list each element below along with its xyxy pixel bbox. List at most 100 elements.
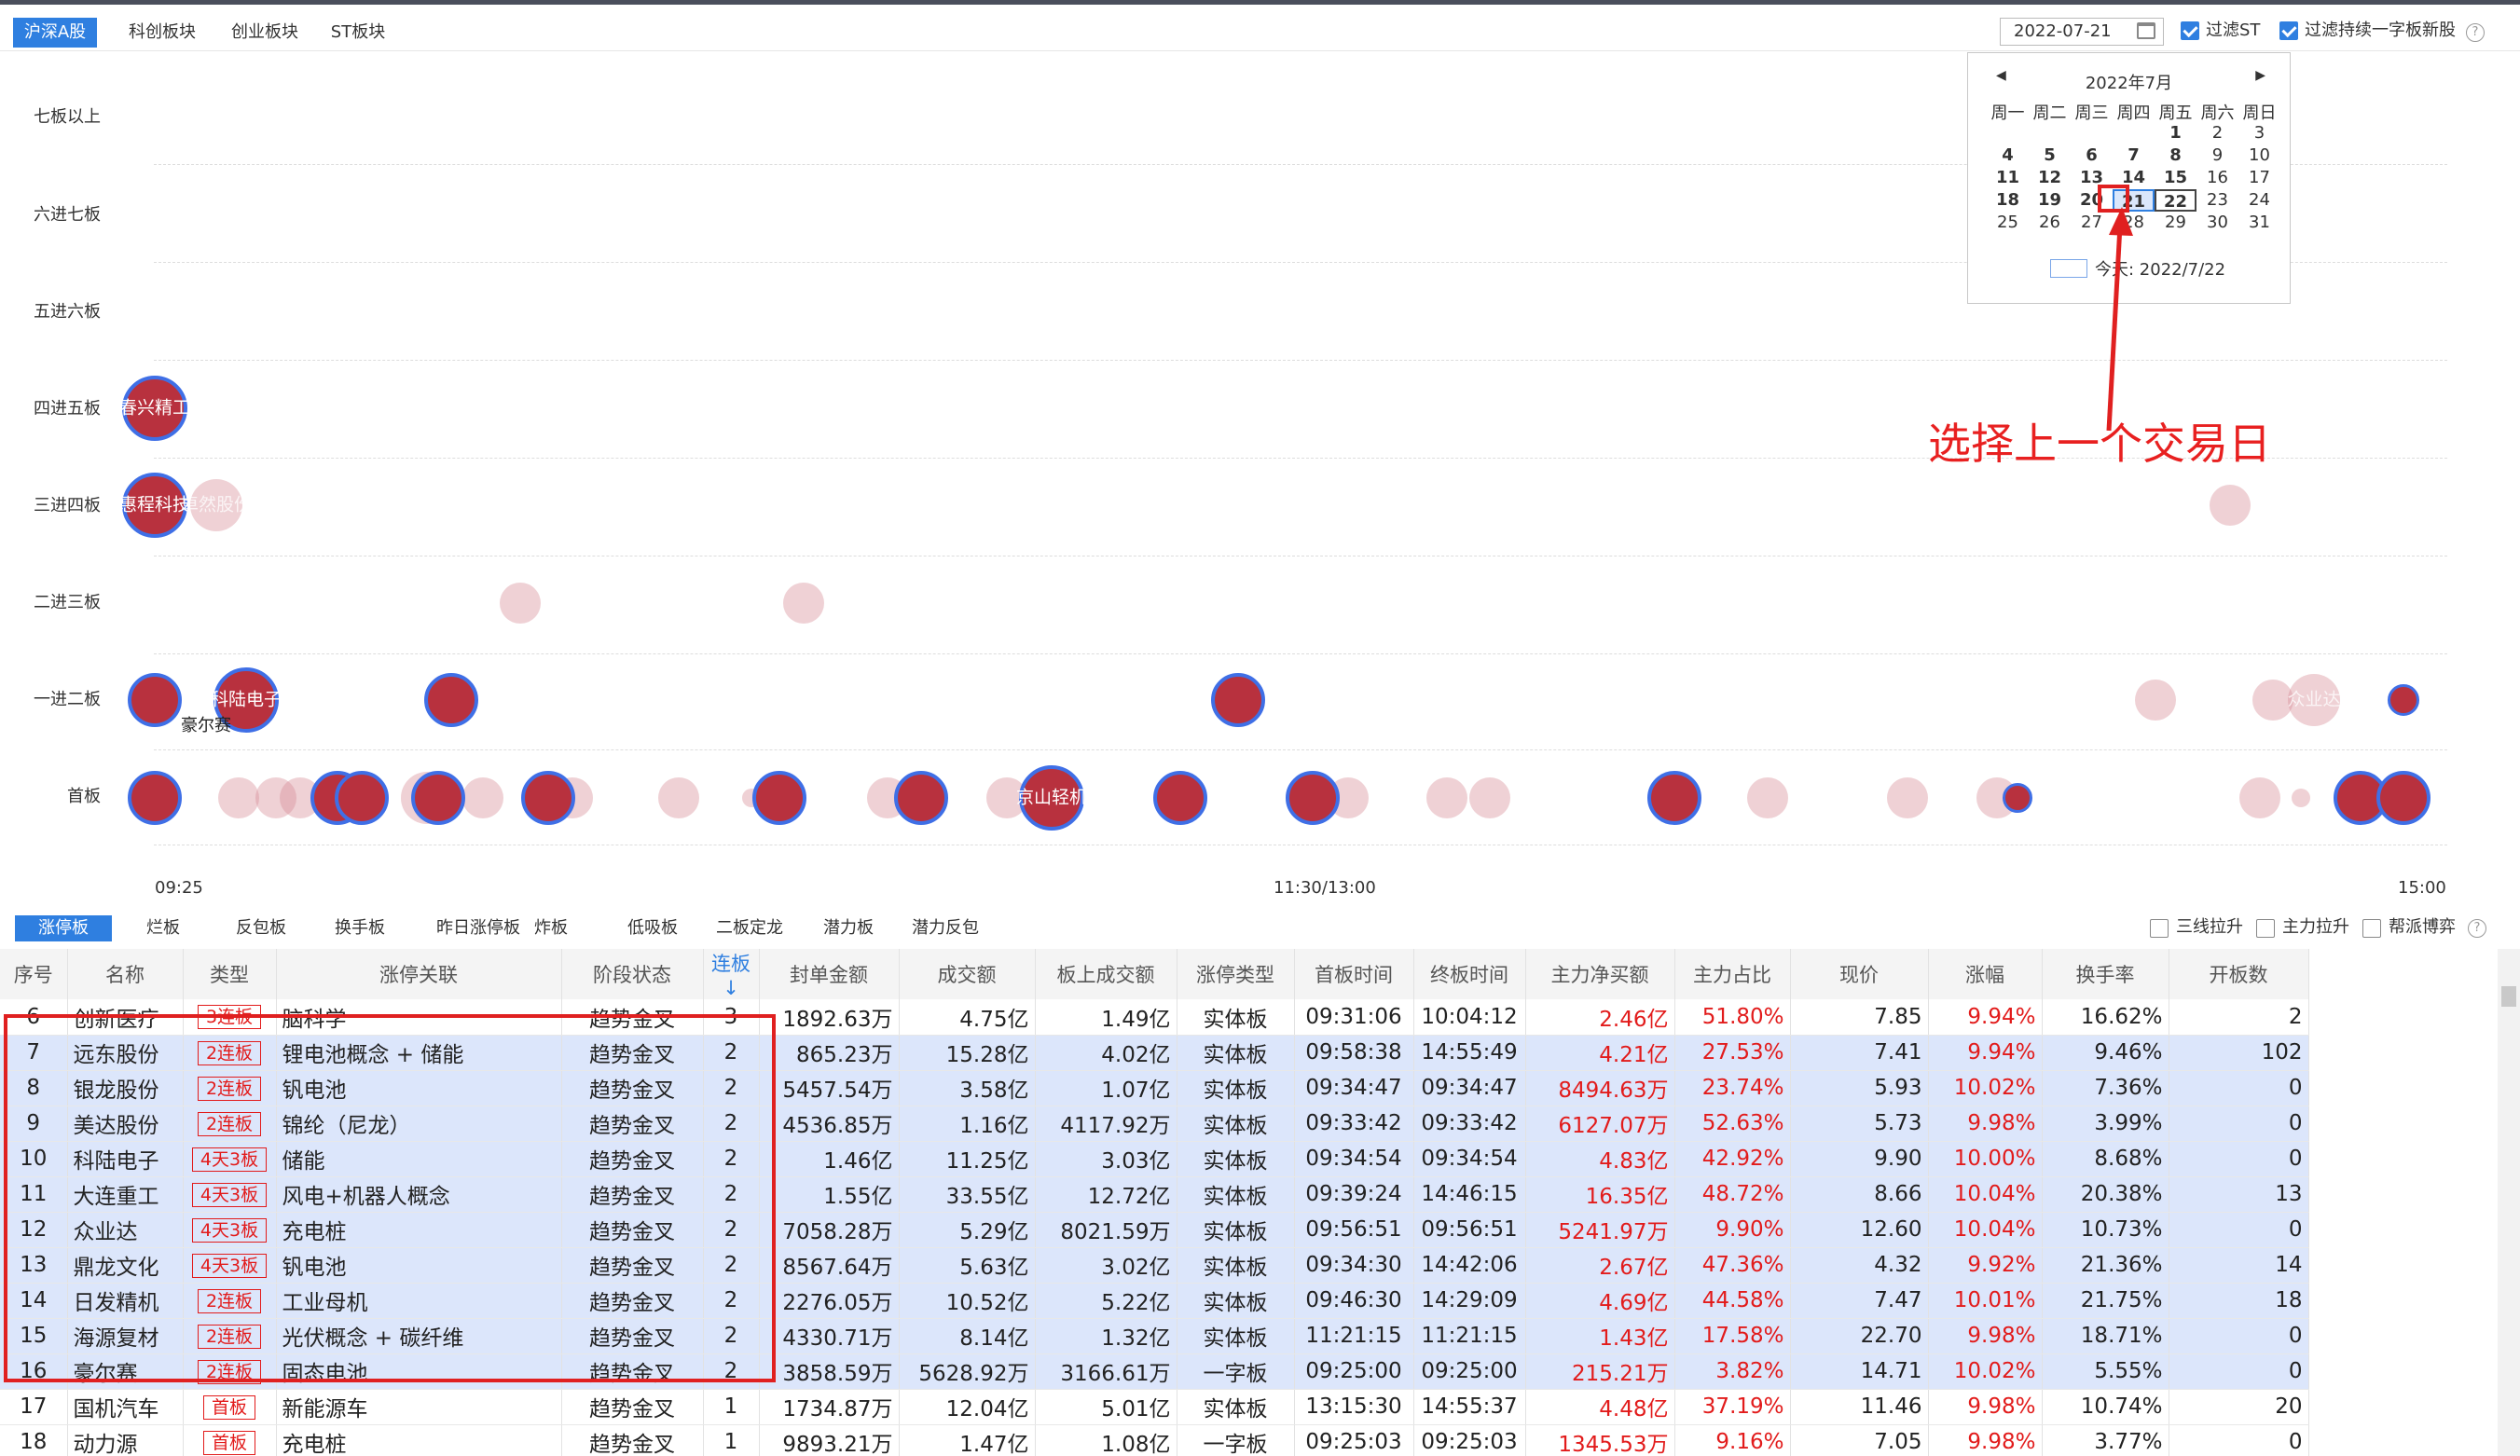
vertical-scrollbar[interactable] [2498, 949, 2520, 1456]
calendar-day[interactable]: 30 [2207, 213, 2228, 232]
stock-bubble[interactable] [424, 673, 478, 727]
help-icon[interactable]: ? [2468, 919, 2486, 938]
col-header[interactable]: 换手率 [2042, 949, 2169, 999]
calendar-day[interactable]: 19 [2037, 190, 2062, 210]
calendar-day[interactable]: 4 [2002, 145, 2014, 165]
stock-bubble[interactable] [658, 777, 699, 818]
stock-bubble[interactable] [1747, 777, 1788, 818]
tab-potential-reversal[interactable]: 潜力反包 [912, 918, 979, 938]
col-header[interactable]: 阶段状态 [561, 949, 704, 999]
table-row[interactable]: 18 动力源 首板 充电桩 趋势金叉 1 9893.21万 1.47亿 1.08亿 一字板 09:2… [0, 1424, 2309, 1456]
stock-bubble[interactable] [2135, 680, 2176, 721]
calendar-day[interactable]: 20 [2079, 190, 2104, 210]
calendar-day[interactable]: 2 [2211, 123, 2224, 143]
gang-game-checkbox[interactable] [2362, 919, 2381, 938]
calendar-day[interactable]: 9 [2211, 145, 2224, 165]
main-force-checkbox[interactable] [2256, 919, 2275, 938]
col-header[interactable]: 开板数 [2169, 949, 2309, 999]
stock-bubble[interactable] [2288, 674, 2340, 726]
tab-chinext[interactable]: 创业板块 [231, 22, 298, 42]
table-row[interactable]: 8 银龙股份 2连板 钒电池 趋势金叉 2 5457.54万 3.58亿 1.07亿 实体板 09:… [0, 1070, 2309, 1106]
stock-bubble[interactable] [190, 479, 242, 531]
calendar-day[interactable]: 25 [1997, 213, 2018, 232]
calendar-day[interactable]: 17 [2249, 168, 2270, 187]
stock-bubble[interactable] [335, 771, 389, 825]
tab-reversal-board[interactable]: 反包板 [236, 918, 286, 938]
col-header[interactable]: 封单金额 [759, 949, 900, 999]
calendar-day[interactable]: 27 [2081, 213, 2102, 232]
col-header[interactable]: 类型 [183, 949, 277, 999]
calendar-day[interactable]: 7 [2128, 145, 2140, 165]
prev-month-icon[interactable]: ◀ [1996, 68, 2006, 83]
stock-bubble[interactable] [1153, 771, 1207, 825]
calendar-day[interactable]: 6 [2086, 145, 2098, 165]
tab-blown-board[interactable]: 炸板 [534, 918, 568, 938]
calendar-day[interactable]: 23 [2207, 190, 2228, 210]
calendar-day[interactable]: 1 [2169, 123, 2182, 143]
calendar-icon[interactable] [2137, 22, 2155, 39]
stock-bubble[interactable] [2003, 783, 2032, 813]
scrollbar-thumb[interactable] [2501, 986, 2516, 1007]
calendar-day[interactable]: 26 [2039, 213, 2060, 232]
today-link[interactable]: 今天: 2022/7/22 [2050, 256, 2225, 281]
stock-bubble[interactable] [128, 673, 182, 727]
stock-bubble[interactable] [783, 583, 824, 624]
stock-bubble[interactable] [213, 667, 279, 733]
stock-bubble[interactable] [1211, 673, 1265, 727]
col-header[interactable]: 名称 [67, 949, 184, 999]
stock-bubble[interactable] [122, 376, 187, 441]
col-header[interactable]: 主力净买额 [1525, 949, 1675, 999]
col-header[interactable]: 板上成交额 [1035, 949, 1177, 999]
tab-broken-board[interactable]: 烂板 [146, 918, 180, 938]
stock-bubble[interactable] [500, 583, 541, 624]
stock-bubble[interactable] [218, 777, 259, 818]
col-header[interactable]: 现价 [1790, 949, 1929, 999]
col-header[interactable]: 序号 [0, 949, 68, 999]
table-row[interactable]: 14 日发精机 2连板 工业母机 趋势金叉 2 2276.05万 10.52亿 5.22亿 实体板… [0, 1283, 2309, 1319]
three-line-checkbox[interactable] [2150, 919, 2169, 938]
calendar-day[interactable]: 28 [2123, 213, 2144, 232]
stock-bubble[interactable] [128, 771, 182, 825]
tab-potential-board[interactable]: 潜力板 [823, 918, 874, 938]
calendar-day[interactable]: 11 [1995, 168, 2020, 187]
tab-st[interactable]: ST板块 [330, 22, 386, 42]
stock-bubble[interactable] [411, 771, 465, 825]
table-row[interactable]: 9 美达股份 2连板 锦纶（尼龙） 趋势金叉 2 4536.85万 1.16亿 4117.92万… [0, 1106, 2309, 1142]
stock-bubble[interactable] [2388, 684, 2419, 716]
table-row[interactable]: 13 鼎龙文化 4天3板 钒电池 趋势金叉 2 8567.64万 5.63亿 3.02亿 实体板 0… [0, 1247, 2309, 1284]
calendar-day-today[interactable]: 22 [2155, 189, 2196, 212]
stock-bubble[interactable] [1647, 771, 1701, 825]
table-row[interactable]: 15 海源复材 2连板 光伏概念 + 碳纤维 趋势金叉 2 4330.71万 8.14亿 1.3… [0, 1318, 2309, 1354]
calendar-day[interactable]: 10 [2249, 145, 2270, 165]
stock-bubble[interactable] [2376, 771, 2430, 825]
calendar-day[interactable]: 31 [2249, 213, 2270, 232]
stock-bubble[interactable] [1426, 777, 1467, 818]
calendar-day[interactable]: 16 [2207, 168, 2228, 187]
tab-limit-up[interactable]: 涨停板 [15, 915, 112, 941]
stock-bubble[interactable] [2292, 789, 2310, 807]
tab-yesterday-limit-up[interactable]: 昨日涨停板 [436, 918, 520, 938]
stock-bubble[interactable] [1887, 777, 1928, 818]
table-row[interactable]: 16 豪尔赛 2连板 固态电池 趋势金叉 2 3858.59万 5628.92万 3166.61… [0, 1353, 2309, 1390]
tab-star-market[interactable]: 科创板块 [129, 22, 196, 42]
col-header[interactable]: 涨幅 [1928, 949, 2043, 999]
table-row[interactable]: 12 众业达 4天3板 充电桩 趋势金叉 2 7058.28万 5.29亿 8021.59万 实体… [0, 1212, 2309, 1248]
col-header[interactable]: 涨停关联 [276, 949, 562, 999]
calendar-day[interactable]: 15 [2163, 168, 2188, 187]
stock-bubble[interactable] [462, 777, 503, 818]
tab-turnover-board[interactable]: 换手板 [335, 918, 385, 938]
stock-bubble[interactable] [2239, 777, 2280, 818]
calendar-day[interactable]: 8 [2169, 145, 2182, 165]
stock-bubble[interactable] [521, 771, 575, 825]
stock-bubble[interactable] [2210, 485, 2251, 526]
stock-bubble[interactable] [1019, 765, 1084, 831]
stock-bubble[interactable] [255, 777, 296, 818]
col-header[interactable]: 涨停类型 [1177, 949, 1295, 999]
table-row[interactable]: 10 科陆电子 4天3板 储能 趋势金叉 2 1.46亿 11.25亿 3.03亿 实体板 09:3… [0, 1141, 2309, 1177]
stock-bubble[interactable] [1286, 771, 1340, 825]
stock-bubble[interactable] [122, 473, 187, 538]
stock-bubble[interactable] [2252, 680, 2293, 721]
table-row[interactable]: 7 远东股份 2连板 锂电池概念 + 储能 趋势金叉 2 865.23万 15.28亿 4.02… [0, 1035, 2309, 1071]
calendar-day[interactable]: 12 [2037, 168, 2062, 187]
col-header[interactable]: 终板时间 [1413, 949, 1526, 999]
